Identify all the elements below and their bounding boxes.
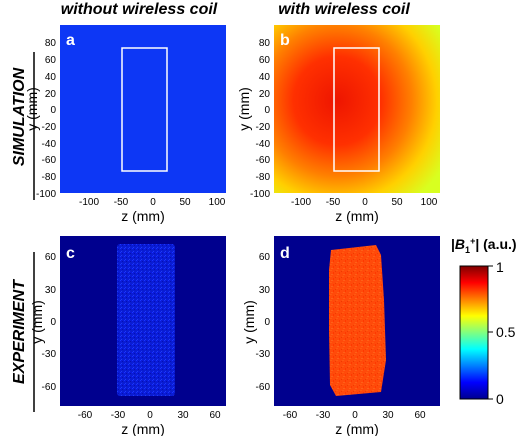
xtick: 60 — [209, 410, 221, 421]
panel-a: a 80 60 40 20 0 -20 -40 -60 -80 -100 -10… — [24, 25, 226, 224]
xtick: 50 — [179, 197, 191, 208]
ytick: -40 — [42, 139, 57, 150]
colorbar: |B1+| (a.u.) 1 0.5 0 — [451, 236, 517, 407]
panel-d-yticks: 60 30 0 -30 -60 — [256, 252, 271, 393]
colorbar-tick-label: 1 — [496, 259, 504, 275]
row-label-experiment: EXPERIMENT — [11, 252, 35, 412]
row-title-simulation: SIMULATION — [11, 67, 28, 166]
panel-b-yticks: 80 60 40 20 0 -20 -40 -60 -80 -100 — [250, 38, 270, 200]
ytick: -60 — [256, 155, 271, 166]
ytick: 20 — [45, 89, 57, 100]
column-title-right: with wireless coil — [278, 1, 410, 18]
panel-c-xlabel: z (mm) — [121, 421, 165, 436]
panel-d: d 60 30 0 -30 -60 -60 -30 0 30 60 z (mm)… — [241, 236, 440, 436]
panel-b-field — [274, 25, 440, 193]
panel-a-xlabel: z (mm) — [121, 208, 165, 224]
ytick: 80 — [45, 38, 57, 49]
panel-a-phantom-outline — [121, 47, 168, 172]
ytick: -30 — [256, 349, 271, 360]
ytick: 30 — [259, 285, 271, 296]
ytick: -100 — [250, 189, 270, 200]
row-title-experiment: EXPERIMENT — [11, 279, 28, 384]
panel-c-phantom — [117, 244, 175, 396]
xtick: -50 — [326, 197, 341, 208]
row-label-simulation: SIMULATION — [11, 52, 35, 200]
panel-a-yticks: 80 60 40 20 0 -20 -40 -60 -80 -100 — [36, 38, 56, 200]
ytick: 60 — [45, 252, 57, 263]
panel-c: c 60 30 0 -30 -60 -60 -30 0 30 60 z (mm)… — [29, 236, 226, 436]
xtick: 0 — [352, 410, 358, 421]
xtick: 50 — [391, 197, 403, 208]
ytick: -20 — [256, 122, 271, 133]
colorbar-scale — [459, 265, 489, 400]
ytick: 0 — [50, 105, 56, 116]
xtick: -30 — [111, 410, 126, 421]
panel-b: b 80 60 40 20 0 -20 -40 -60 -80 -100 -10… — [236, 25, 440, 224]
xtick: 0 — [147, 410, 153, 421]
ytick: 40 — [259, 72, 271, 83]
panel-b-xticks: -100 -50 0 50 100 — [291, 197, 438, 208]
panel-a-field — [60, 25, 226, 193]
ytick: -60 — [42, 155, 57, 166]
xtick: 100 — [421, 197, 438, 208]
ytick: -20 — [42, 122, 57, 133]
ytick: -100 — [36, 189, 56, 200]
panel-d-phantom — [329, 245, 386, 396]
panel-d-letter: d — [280, 245, 290, 262]
ytick: 20 — [259, 89, 271, 100]
panel-a-letter: a — [66, 32, 75, 49]
xtick: 30 — [177, 410, 189, 421]
xtick: 0 — [150, 197, 156, 208]
colorbar-tick-label: 0 — [496, 391, 504, 407]
ytick: -60 — [42, 382, 57, 393]
panel-a-xticks: -100 -50 0 50 100 — [79, 197, 226, 208]
ytick: 80 — [259, 38, 271, 49]
panel-b-xlabel: z (mm) — [335, 208, 379, 224]
ytick: 0 — [264, 105, 270, 116]
ytick: 0 — [50, 317, 56, 328]
ytick: 60 — [259, 55, 271, 66]
ytick: -80 — [256, 172, 271, 183]
panel-c-ylabel: y (mm) — [29, 300, 45, 344]
xtick: -100 — [291, 197, 311, 208]
panel-d-xticks: -60 -30 0 30 60 — [283, 410, 426, 421]
xtick: 30 — [382, 410, 394, 421]
ytick: -80 — [42, 172, 57, 183]
xtick: -100 — [79, 197, 99, 208]
xtick: -60 — [283, 410, 298, 421]
ytick: 40 — [45, 72, 57, 83]
ytick: 30 — [45, 285, 57, 296]
panel-a-ylabel: y (mm) — [24, 87, 40, 131]
panel-b-letter: b — [280, 32, 290, 49]
panel-c-letter: c — [66, 245, 75, 262]
xtick: -60 — [78, 410, 93, 421]
column-title-left: without wireless coil — [61, 1, 218, 18]
panel-d-xlabel: z (mm) — [335, 421, 379, 436]
ytick: 60 — [259, 252, 271, 263]
xtick: 0 — [362, 197, 368, 208]
xtick: -30 — [316, 410, 331, 421]
colorbar-tick-label: 0.5 — [496, 324, 516, 340]
colorbar-title: |B1+| (a.u.) — [451, 236, 517, 255]
xtick: 60 — [414, 410, 426, 421]
panel-c-yticks: 60 30 0 -30 -60 — [42, 252, 57, 393]
ytick: 60 — [45, 55, 57, 66]
panel-b-phantom-outline — [333, 47, 380, 172]
xtick: 100 — [209, 197, 226, 208]
ytick: -30 — [42, 349, 57, 360]
ytick: -60 — [256, 382, 271, 393]
panel-c-xticks: -60 -30 0 30 60 — [78, 410, 221, 421]
panel-b-ylabel: y (mm) — [236, 87, 252, 131]
panel-d-ylabel: y (mm) — [241, 300, 257, 344]
ytick: -40 — [256, 139, 271, 150]
ytick: 0 — [264, 317, 270, 328]
xtick: -50 — [114, 197, 129, 208]
